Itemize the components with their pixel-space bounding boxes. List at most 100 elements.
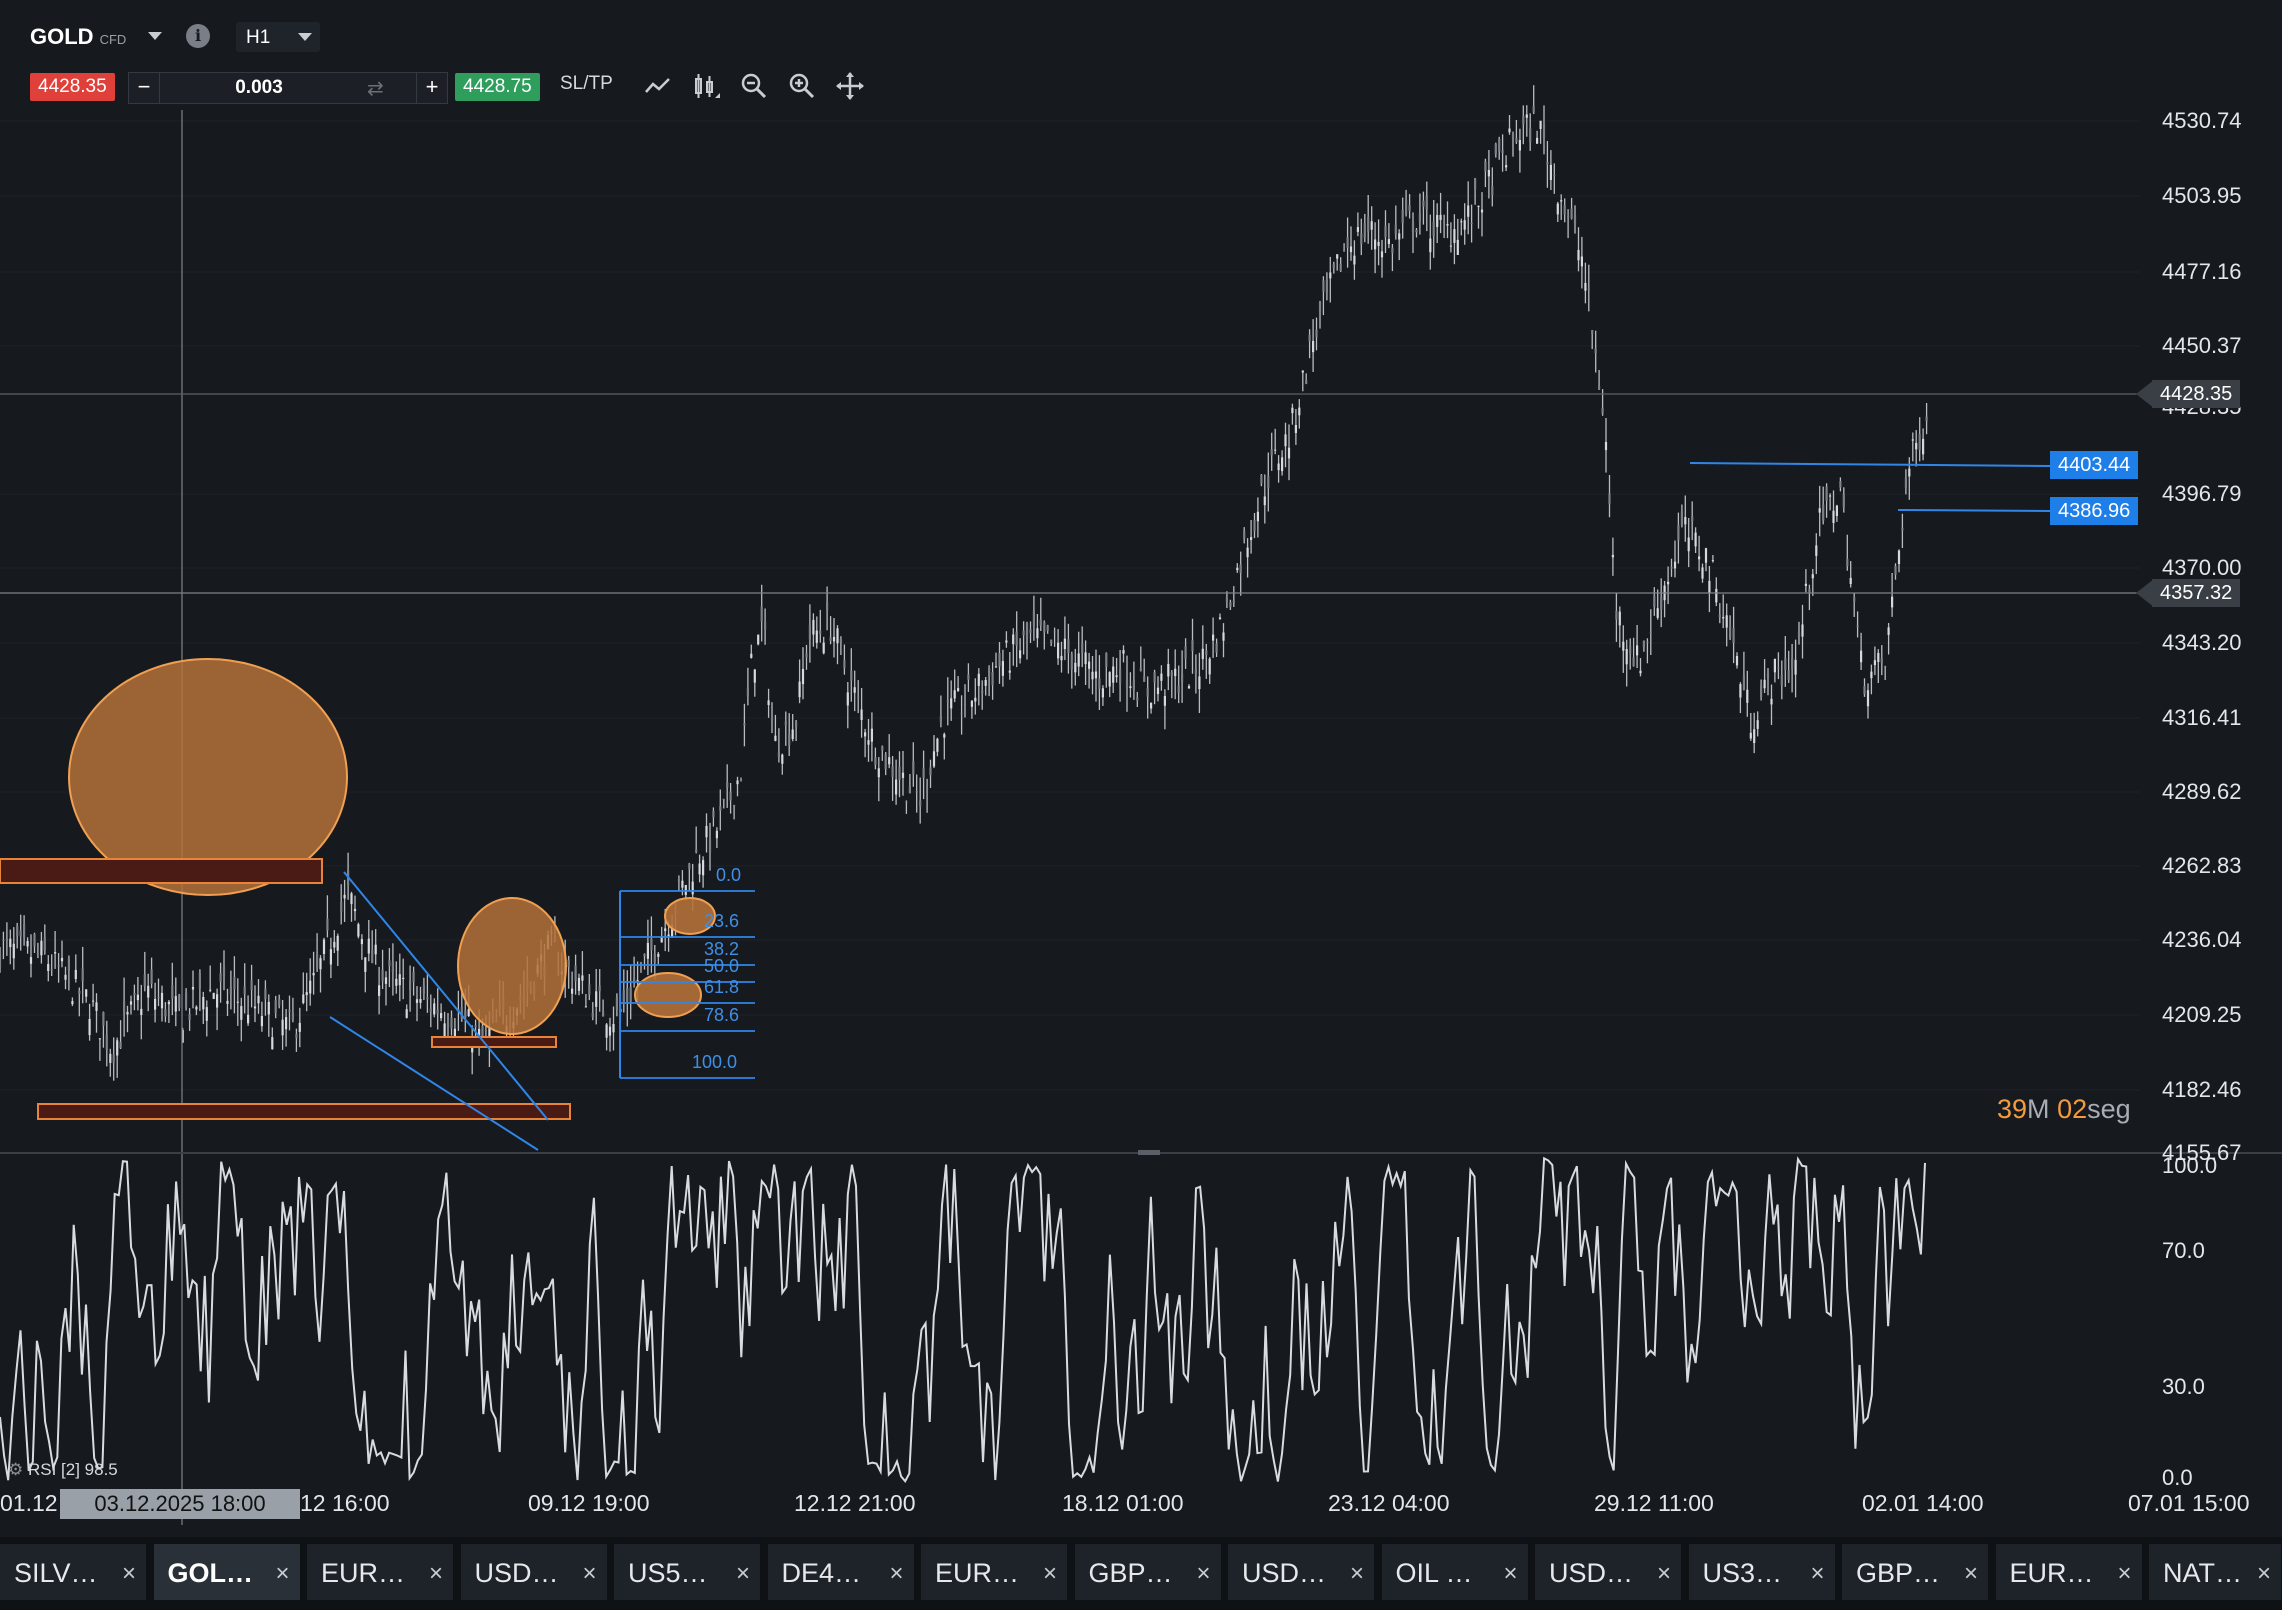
symbol-type: CFD	[99, 32, 127, 47]
candle-body	[1536, 137, 1539, 144]
close-icon[interactable]: ×	[121, 1560, 136, 1587]
candle-body	[1625, 649, 1628, 665]
instrument-tab[interactable]: SILV… ×	[0, 1544, 146, 1600]
panel-splitter-handle[interactable]	[1138, 1150, 1160, 1155]
candle-body	[5, 939, 8, 941]
timer-minutes: 39	[1997, 1094, 2028, 1124]
close-icon[interactable]: ×	[1503, 1560, 1518, 1587]
candle-body	[1549, 164, 1552, 180]
candle-body	[1515, 138, 1518, 142]
close-icon[interactable]: ×	[735, 1560, 750, 1587]
candle-body	[660, 936, 663, 943]
close-icon[interactable]: ×	[1656, 1560, 1671, 1587]
tab-label: USD…	[474, 1558, 559, 1588]
candle-body	[932, 751, 936, 767]
candle-body	[202, 997, 205, 1010]
drawing-objects[interactable]	[0, 462, 2051, 1151]
instrument-tab[interactable]: USD… ×	[1535, 1544, 1681, 1600]
level-price-tag[interactable]: 4403.44	[2050, 451, 2139, 479]
candle-body	[1239, 564, 1242, 574]
close-icon[interactable]: ×	[1810, 1560, 1825, 1587]
instrument-tab[interactable]: EUR… ×	[921, 1544, 1067, 1600]
symbol-selector[interactable]: GOLD CFD	[30, 24, 126, 50]
sell-price-button[interactable]: 4428.35	[30, 73, 115, 101]
candle-body	[391, 961, 394, 972]
candle-body	[1243, 531, 1246, 539]
candle-body	[970, 700, 973, 707]
settings-icon[interactable]: ⚙	[8, 1460, 28, 1479]
close-icon[interactable]: ×	[275, 1560, 290, 1587]
candle-body	[1229, 602, 1232, 608]
quantity-stepper[interactable]: − 0.003 ⇄ +	[128, 72, 448, 104]
sltp-button[interactable]: SL/TP	[560, 73, 613, 94]
instrument-tab[interactable]: GBP… ×	[1074, 1544, 1221, 1600]
zoom-in-icon[interactable]	[786, 70, 818, 102]
swap-icon[interactable]: ⇄	[367, 78, 384, 100]
candle-body	[1818, 508, 1821, 513]
candle-body	[746, 688, 749, 697]
candle-body	[581, 975, 584, 981]
candle-body	[864, 732, 867, 737]
close-icon[interactable]: ×	[2117, 1560, 2132, 1587]
increase-quantity-button[interactable]: +	[416, 73, 447, 103]
close-icon[interactable]: ×	[1349, 1560, 1364, 1587]
candle-body	[832, 636, 836, 642]
candle-body	[467, 1009, 470, 1016]
instrument-tab[interactable]: USD… ×	[460, 1544, 607, 1600]
candle-body	[488, 1028, 491, 1044]
line-chart-icon[interactable]	[642, 70, 674, 102]
instrument-tab[interactable]: EUR… ×	[307, 1544, 453, 1600]
price-axis-label: 4262.83	[2162, 853, 2242, 878]
instrument-tab[interactable]: US5… ×	[614, 1544, 760, 1600]
instrument-tab[interactable]: EUR… ×	[1995, 1544, 2142, 1600]
instrument-tab[interactable]: NAT… ×	[2149, 1544, 2281, 1600]
timeframe-selector[interactable]: H1	[236, 22, 320, 52]
candle-body	[333, 941, 336, 948]
candle-body	[1891, 596, 1894, 608]
buy-price-button[interactable]: 4428.75	[455, 73, 540, 101]
instrument-tab[interactable]: OIL … ×	[1381, 1544, 1528, 1600]
candles-icon[interactable]	[690, 70, 722, 102]
close-icon[interactable]: ×	[428, 1560, 443, 1587]
close-icon[interactable]: ×	[1042, 1560, 1057, 1587]
close-icon[interactable]: ×	[2256, 1560, 2271, 1587]
chevron-down-icon[interactable]	[148, 32, 162, 40]
candle-body	[450, 1017, 453, 1029]
candle-body	[185, 992, 188, 1008]
candle-body	[988, 667, 991, 677]
close-icon[interactable]: ×	[582, 1560, 597, 1587]
candle-body	[912, 761, 915, 775]
candle-body	[229, 986, 232, 994]
rsi-label[interactable]: ⚙ RSI [2] 98.5	[8, 1460, 118, 1480]
candle-body	[1498, 138, 1501, 152]
close-icon[interactable]: ×	[889, 1560, 904, 1587]
candle-body	[95, 1002, 98, 1011]
candle-body	[384, 977, 388, 984]
candle-body	[1846, 558, 1849, 567]
instrument-tab[interactable]: US3… ×	[1688, 1544, 1835, 1600]
candle-body	[1470, 222, 1473, 224]
instrument-tab[interactable]: GBP… ×	[1842, 1544, 1988, 1600]
decrease-quantity-button[interactable]: −	[129, 73, 160, 103]
info-icon[interactable]: i	[186, 24, 210, 48]
candle-body	[26, 941, 29, 947]
candle-body	[664, 928, 667, 932]
zoom-out-icon[interactable]	[738, 70, 770, 102]
candle-body	[1856, 625, 1859, 627]
candle-body	[1591, 330, 1594, 334]
candle-body	[188, 1014, 191, 1020]
candle-body	[1598, 386, 1601, 390]
instrument-tab[interactable]: USD… ×	[1228, 1544, 1374, 1600]
crosshair-icon[interactable]	[834, 70, 866, 102]
candle-body	[1015, 631, 1018, 646]
level-price-tag[interactable]: 4386.96	[2050, 497, 2139, 525]
candle-body	[226, 1000, 229, 1004]
instrument-tab[interactable]: GOL… ×	[153, 1544, 300, 1600]
instrument-tab[interactable]: DE4… ×	[767, 1544, 914, 1600]
candle-body	[54, 952, 57, 954]
close-icon[interactable]: ×	[1963, 1560, 1978, 1587]
close-icon[interactable]: ×	[1196, 1560, 1211, 1587]
time-axis-label: 12 16:00	[300, 1490, 390, 1516]
quantity-input[interactable]: 0.003	[235, 77, 283, 98]
